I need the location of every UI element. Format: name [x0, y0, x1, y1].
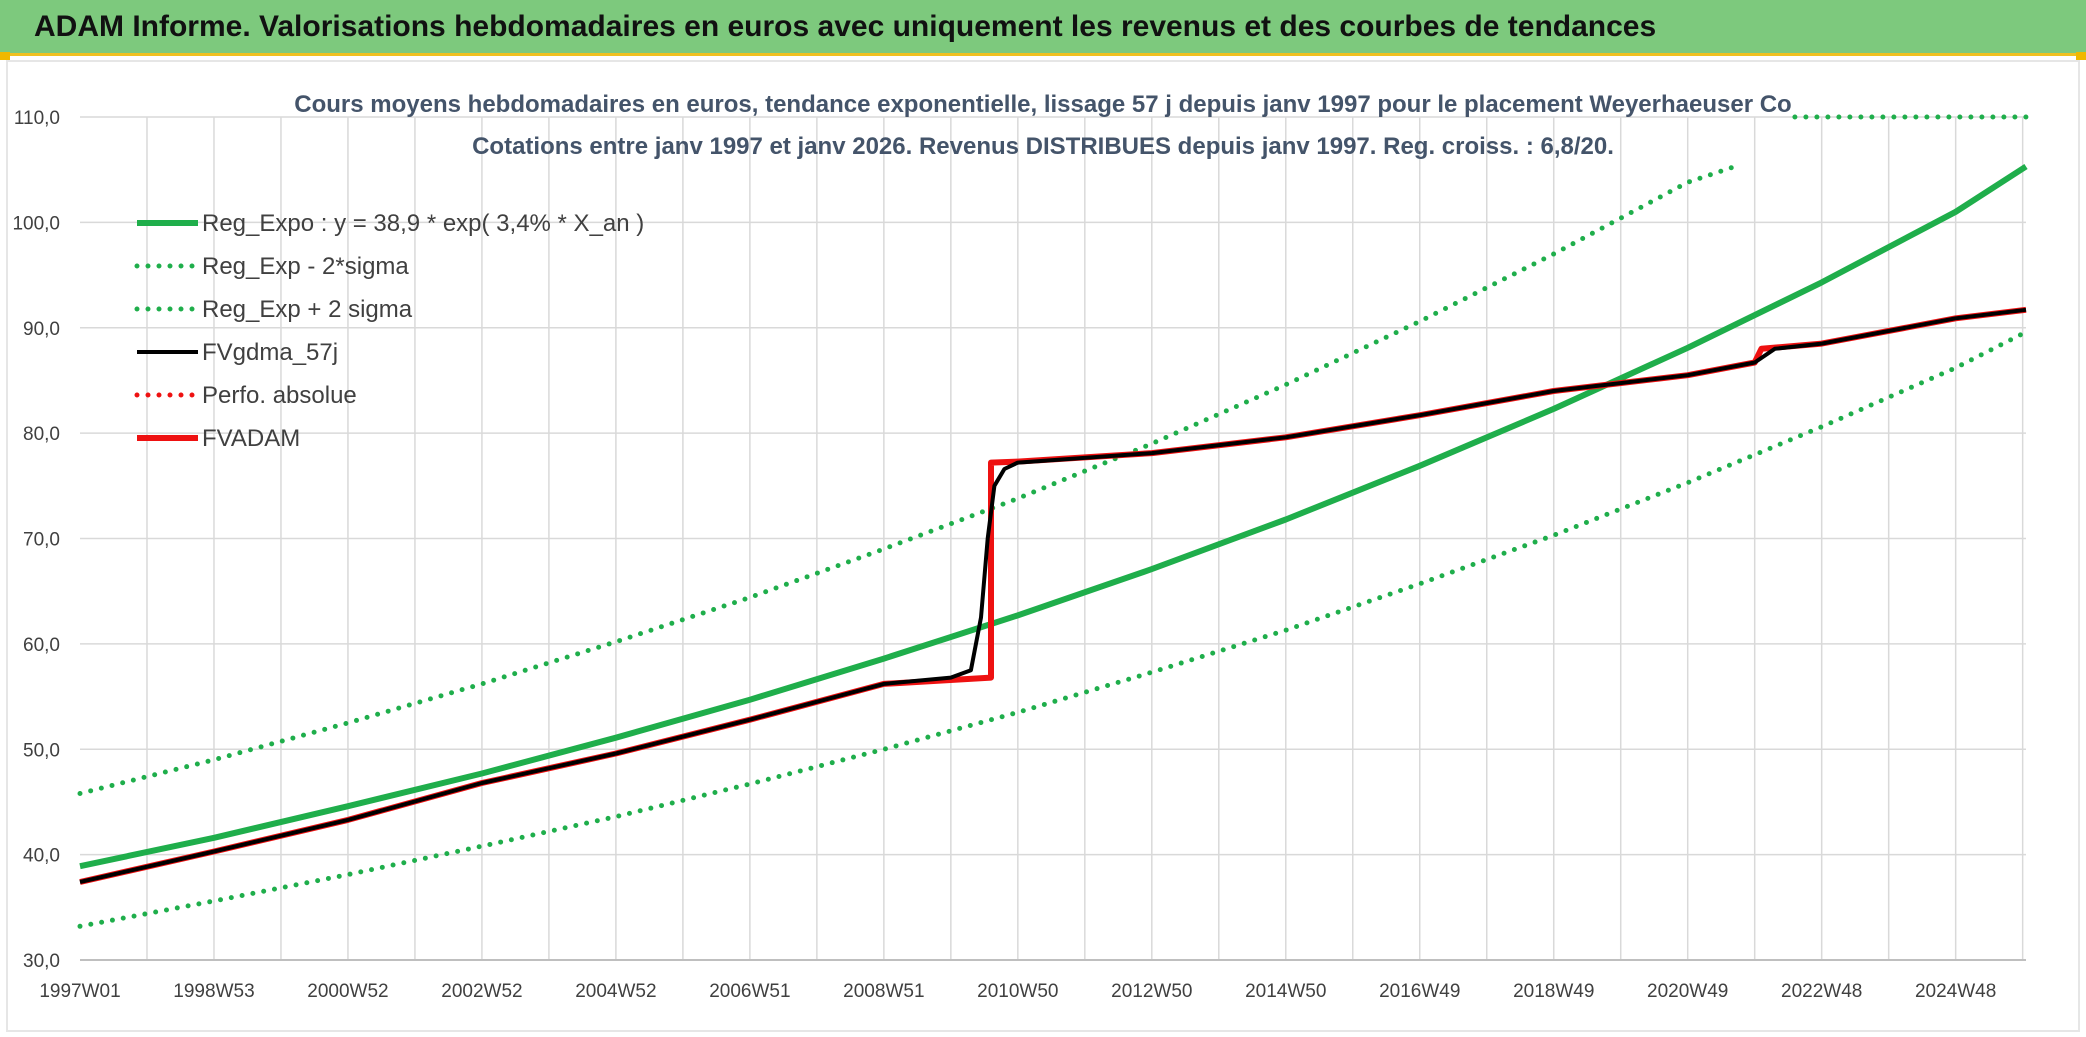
- corner-mark-left: [0, 52, 10, 60]
- corner-mark-right: [2076, 52, 2086, 60]
- y-tick-label: 40,0: [23, 846, 60, 867]
- x-tick-label: 2006W51: [709, 981, 790, 1002]
- x-tick-label: 2020W49: [1647, 981, 1728, 1002]
- y-tick-label: 30,0: [23, 951, 60, 972]
- chart-legend: Reg_Expo : y = 38,9 * exp( 3,4% * X_an )…: [134, 210, 644, 452]
- x-tick-label: 2012W50: [1111, 981, 1192, 1002]
- series-line: [77, 161, 1744, 796]
- y-tick-label: 80,0: [23, 424, 60, 445]
- y-tick-label: 60,0: [23, 635, 60, 656]
- legend-label: FVADAM: [202, 425, 300, 452]
- y-tick-label: 110,0: [14, 108, 60, 129]
- chart-subtitle: Cotations entre janv 1997 et janv 2026. …: [472, 133, 1614, 160]
- series-line: [79, 307, 2027, 884]
- report-title: ADAM Informe. Valorisations hebdomadaire…: [34, 10, 1657, 43]
- report-header: ADAM Informe. Valorisations hebdomadaire…: [0, 0, 2086, 56]
- legend-label: Reg_Expo : y = 38,9 * exp( 3,4% * X_an ): [202, 210, 644, 237]
- x-tick-label: 2000W52: [307, 981, 388, 1002]
- x-tick-label: 2022W48: [1781, 981, 1862, 1002]
- legend-label: Reg_Exp - 2*sigma: [202, 253, 409, 280]
- y-tick-label: 90,0: [23, 319, 60, 340]
- x-tick-label: 2024W48: [1915, 981, 1996, 1002]
- chart-frame: [6, 60, 2080, 1032]
- x-tick-label: 2018W49: [1513, 981, 1594, 1002]
- series-line: [79, 306, 2027, 885]
- legend-label: FVgdma_57j: [202, 339, 338, 366]
- chart-grid: [80, 116, 2026, 961]
- x-tick-label: 1997W01: [39, 981, 120, 1002]
- x-tick-label: 2002W52: [441, 981, 522, 1002]
- legend-label: Reg_Exp + 2 sigma: [202, 296, 413, 323]
- y-tick-label: 50,0: [23, 740, 60, 761]
- y-tick-label: 70,0: [23, 530, 60, 551]
- x-tick-label: 2010W50: [977, 981, 1058, 1002]
- legend-label: Perfo. absolue: [202, 382, 357, 409]
- x-tick-label: 2014W50: [1245, 981, 1326, 1002]
- chart-title: Cours moyens hebdomadaires en euros, ten…: [294, 91, 1791, 118]
- x-tick-label: 2004W52: [575, 981, 656, 1002]
- chart-series: [77, 114, 2029, 929]
- x-tick-label: 1998W53: [173, 981, 254, 1002]
- x-tick-label: 2016W49: [1379, 981, 1460, 1002]
- y-tick-label: 100,0: [12, 213, 60, 234]
- chart-axes: 30,0 40,0 50,0 60,0 70,0 80,0 90,0 100,0 110,0 19…: [12, 108, 2026, 1002]
- series-line: [79, 163, 2028, 870]
- series-line: [77, 329, 2029, 929]
- x-tick-label: 2008W51: [843, 981, 924, 1002]
